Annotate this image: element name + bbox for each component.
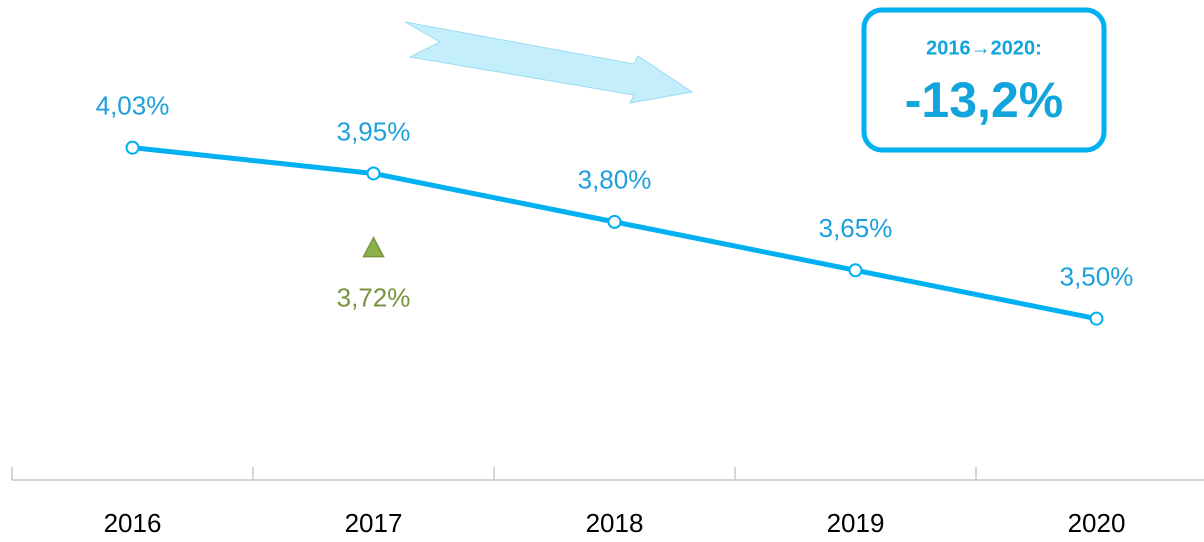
annotation-change: -13,2% [905,72,1063,128]
point-marker [125,140,140,155]
point-marker [607,214,622,229]
x-tick-label: 2018 [586,508,644,538]
data-label: 3,65% [819,213,893,243]
x-tick-label: 2016 [104,508,162,538]
data-label: 4,03% [96,91,170,121]
x-tick-label: 2019 [827,508,885,538]
trend-arrow [404,21,694,104]
data-label: 3,95% [337,116,411,146]
x-tick-label: 2020 [1068,508,1126,538]
annotation-box [861,7,1107,153]
x-tick-label: 2017 [345,508,403,538]
point-marker [366,166,381,181]
data-label: 3,72% [337,283,411,313]
data-label: 3,80% [578,165,652,195]
point-marker [1089,311,1104,326]
point-marker [362,236,385,258]
data-label: 3,50% [1060,262,1134,292]
point-marker [848,263,863,278]
annotation-period: 2016→2020: [926,37,1042,59]
